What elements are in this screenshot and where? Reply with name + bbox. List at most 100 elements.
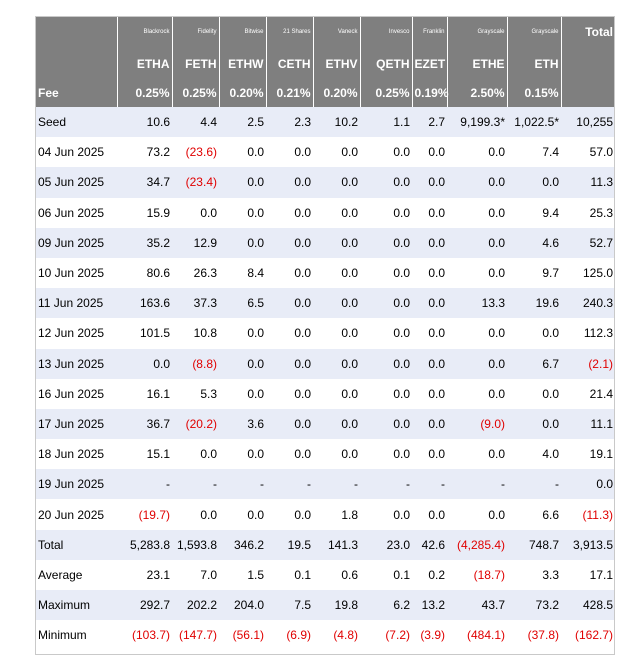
row-label: 16 Jun 2025 — [35, 378, 117, 409]
table-row: Minimum (103.7) (147.7) (56.1) (6.9) (4.8) (7.… — [35, 620, 615, 651]
ticker-cell: ETH — [507, 48, 562, 79]
value-cell: 6.5 — [219, 288, 266, 319]
table-row: 18 Jun 2025 15.1 0.0 0.0 0.0 0.0 0.0 0.0 0.0 4.0 1… — [35, 439, 615, 470]
value-cell: 0.0 — [313, 318, 360, 349]
value-cell: 0.0 — [447, 318, 507, 349]
value-cell: 0.0 — [412, 288, 447, 319]
table-row: 12 Jun 2025 101.5 10.8 0.0 0.0 0.0 0.0 0.0 0.0 0.… — [35, 318, 615, 349]
value-cell: 3.3 — [507, 559, 561, 590]
fee-header-row: Fee 0.25% 0.25% 0.20% 0.21% 0.20% 0.25% … — [35, 79, 615, 107]
fee-cell: 0.25% — [360, 79, 413, 107]
value-cell: 4.4 — [172, 107, 219, 138]
fee-cell: 0.19% — [412, 79, 449, 107]
value-cell: 7.5 — [266, 590, 313, 621]
table-row: Average 23.1 7.0 1.5 0.1 0.6 0.1 0.2 (18.7) 3.3 17… — [35, 559, 615, 590]
value-cell: 0.0 — [507, 167, 561, 198]
value-cell: 0.0 — [447, 167, 507, 198]
value-cell: 0.0 — [117, 348, 172, 379]
value-cell: (6.9) — [266, 620, 313, 651]
value-cell: 35.2 — [117, 227, 172, 258]
table-row: 10 Jun 2025 80.6 26.3 8.4 0.0 0.0 0.0 0.0 0.0 9.7… — [35, 257, 615, 289]
value-cell: - — [507, 469, 561, 500]
row-label: 19 Jun 2025 — [35, 469, 117, 500]
value-cell: 0.0 — [266, 288, 313, 319]
value-cell: 12.9 — [172, 227, 219, 258]
issuer-cell: Blackrock — [117, 16, 173, 48]
value-cell: 5.3 — [172, 378, 219, 409]
total-cell: (162.7) — [561, 620, 615, 651]
table-row: 19 Jun 2025- - - - - - - - -0.0 — [35, 469, 615, 500]
value-cell: 0.0 — [507, 408, 561, 440]
value-cell: 0.1 — [266, 559, 313, 590]
row-label: 04 Jun 2025 — [35, 137, 117, 168]
value-cell: 0.0 — [172, 197, 219, 228]
etf-flows-table: Blackrock Fidelity Bitwise 21 Shares Van… — [35, 16, 615, 651]
value-cell: 0.0 — [313, 378, 360, 409]
value-cell: 0.0 — [447, 197, 507, 228]
value-cell: 0.0 — [447, 227, 507, 258]
value-cell: 0.2 — [412, 559, 447, 590]
value-cell: 0.0 — [447, 499, 507, 530]
value-cell: 748.7 — [507, 529, 561, 560]
fee-cell: 0.25% — [117, 79, 173, 107]
value-cell: - — [117, 469, 172, 500]
value-cell: 0.0 — [360, 137, 412, 168]
value-cell: 9,199.3* — [447, 107, 507, 138]
value-cell: 15.1 — [117, 439, 172, 470]
total-header: Total — [561, 16, 615, 48]
total-cell: 19.1 — [561, 439, 615, 470]
value-cell: 163.6 — [117, 288, 172, 319]
value-cell: - — [313, 469, 360, 500]
value-cell: - — [266, 469, 313, 500]
value-cell: 0.0 — [219, 137, 266, 168]
value-cell: 0.0 — [172, 439, 219, 470]
value-cell: 0.6 — [313, 559, 360, 590]
value-cell: 0.0 — [266, 167, 313, 198]
row-label: 12 Jun 2025 — [35, 318, 117, 349]
table-row: 05 Jun 2025 34.7 (23.4) 0.0 0.0 0.0 0.0 0.0 0.0 0… — [35, 167, 615, 198]
value-cell: 0.0 — [266, 318, 313, 349]
value-cell: 204.0 — [219, 590, 266, 621]
value-cell: 0.0 — [313, 197, 360, 228]
value-cell: 9.4 — [507, 197, 561, 228]
value-cell: 0.0 — [360, 227, 412, 258]
value-cell: 3.6 — [219, 408, 266, 440]
value-cell: 0.0 — [412, 348, 447, 379]
value-cell: (56.1) — [219, 620, 266, 651]
value-cell: 0.0 — [507, 378, 561, 409]
value-cell: 0.1 — [360, 559, 412, 590]
value-cell: 0.0 — [412, 408, 447, 440]
value-cell: 0.0 — [360, 197, 412, 228]
value-cell: 0.0 — [266, 439, 313, 470]
issuer-cell: Bitwise — [219, 16, 267, 48]
ticker-cell: CETH — [266, 48, 314, 79]
issuer-cell: Franklin — [412, 16, 448, 48]
value-cell: 0.0 — [360, 167, 412, 198]
value-cell: 73.2 — [117, 137, 172, 168]
value-cell: - — [219, 469, 266, 500]
issuer-cell: Vaneck — [313, 16, 361, 48]
total-cell: 125.0 — [561, 257, 615, 289]
empty-cell — [561, 48, 615, 79]
row-label: Maximum — [35, 590, 117, 621]
table-row: 20 Jun 2025 (19.7) 0.0 0.0 0.0 1.8 0.0 0.0 0.0 6.… — [35, 499, 615, 530]
value-cell: (484.1) — [447, 620, 507, 651]
value-cell: 0.0 — [313, 288, 360, 319]
value-cell: (9.0) — [447, 408, 507, 440]
value-cell: 202.2 — [172, 590, 219, 621]
issuer-header-row: Blackrock Fidelity Bitwise 21 Shares Van… — [35, 16, 615, 48]
row-label: 18 Jun 2025 — [35, 439, 117, 470]
value-cell: 141.3 — [313, 529, 360, 560]
value-cell: 34.7 — [117, 167, 172, 198]
value-cell: 10.8 — [172, 318, 219, 349]
value-cell: 0.0 — [360, 408, 412, 440]
value-cell: 0.0 — [447, 137, 507, 168]
total-cell: 57.0 — [561, 137, 615, 168]
row-label: Average — [35, 559, 117, 590]
table-row: Total 5,283.8 1,593.8 346.2 19.5 141.3 23.0 42.… — [35, 529, 615, 560]
empty-cell — [561, 79, 615, 107]
value-cell: 8.4 — [219, 257, 266, 289]
value-cell: 0.0 — [313, 408, 360, 440]
value-cell: 1,022.5* — [507, 107, 561, 138]
value-cell: (37.8) — [507, 620, 561, 651]
